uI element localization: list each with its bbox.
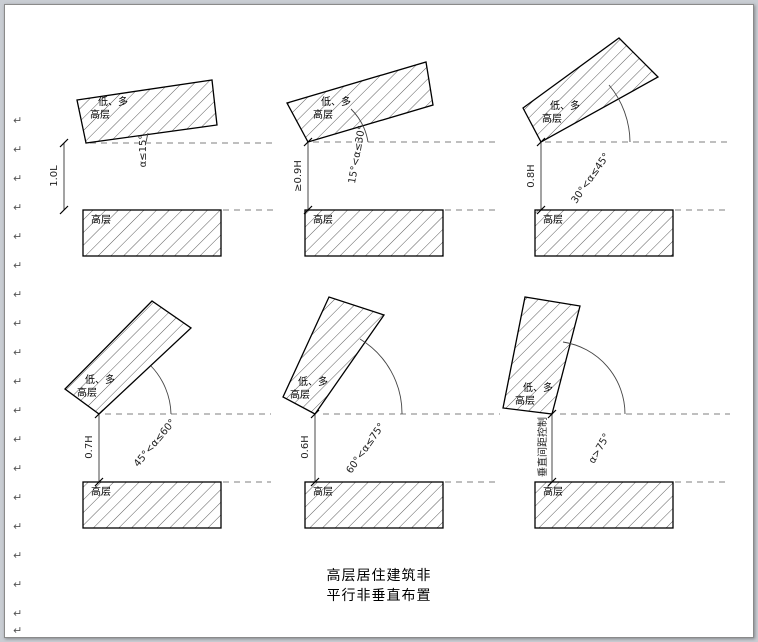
- angle-arc: [350, 108, 369, 143]
- angle-arc: [150, 365, 172, 415]
- base-building: [534, 481, 674, 529]
- paragraph-mark: ↵: [13, 549, 23, 562]
- spacing-label: 垂直间距控制: [536, 417, 549, 477]
- rotated-building: [522, 37, 660, 143]
- base-building: [534, 209, 674, 257]
- dimension-tick: [536, 137, 546, 147]
- base-building-label: 高层: [91, 485, 111, 498]
- spacing-label: 1.0L: [49, 165, 60, 187]
- document-page: ↵ ↵ ↵ ↵ ↵ ↵ ↵ ↵ ↵ ↵ ↵ ↵ ↵ ↵ ↵ ↵ ↵ ↵ ↵ 低、…: [4, 4, 754, 638]
- building-label-2: 高层: [90, 108, 110, 121]
- angle-arc: [359, 338, 403, 415]
- building-label-1: 低、多: [523, 381, 553, 394]
- paragraph-mark: ↵: [13, 624, 23, 637]
- dimension-tick: [310, 409, 320, 419]
- base-building-label: 高层: [91, 213, 111, 226]
- dimension-tick: [303, 205, 313, 215]
- building-label-1: 低、多: [550, 99, 580, 112]
- paragraph-mark: ↵: [13, 491, 23, 504]
- angle-label: 45°<α≤60°: [132, 417, 178, 469]
- paragraph-mark: ↵: [13, 462, 23, 475]
- paragraph-mark: ↵: [13, 375, 23, 388]
- dimension-tick: [310, 477, 320, 487]
- building-label-1: 低、多: [85, 373, 115, 386]
- paragraph-mark: ↵: [13, 114, 23, 127]
- paragraph-mark: ↵: [13, 201, 23, 214]
- angle-arc: [608, 84, 631, 143]
- base-building: [304, 209, 444, 257]
- spacing-label: 0.6H: [300, 435, 311, 458]
- paragraph-mark: ↵: [13, 317, 23, 330]
- angle-arc: [562, 341, 626, 415]
- base-building-label: 高层: [543, 213, 563, 226]
- paragraph-mark: ↵: [13, 172, 23, 185]
- building-label-1: 低、多: [98, 95, 128, 108]
- rotated-building: [286, 61, 434, 143]
- angle-arc: [145, 132, 149, 143]
- paragraph-mark: ↵: [13, 288, 23, 301]
- angle-label: 30°<α≤45°: [570, 151, 613, 205]
- building-label-1: 低、多: [321, 95, 351, 108]
- spacing-label: ≥0.9H: [293, 160, 304, 192]
- paragraph-marks-column: ↵ ↵ ↵ ↵ ↵ ↵ ↵ ↵ ↵ ↵ ↵ ↵ ↵ ↵ ↵ ↵ ↵ ↵ ↵: [13, 5, 27, 637]
- paragraph-mark: ↵: [13, 143, 23, 156]
- base-building: [304, 481, 444, 529]
- rotated-building: [502, 296, 581, 415]
- caption-line-1: 高层居住建筑非: [326, 568, 432, 584]
- paragraph-mark: ↵: [13, 259, 23, 272]
- angle-label: α≤15°: [138, 135, 149, 168]
- dimension-tick: [547, 409, 557, 419]
- paragraph-mark: ↵: [13, 433, 23, 446]
- building-label-2: 高层: [290, 388, 310, 401]
- building-label-2: 高层: [515, 394, 535, 407]
- building-label-1: 低、多: [298, 375, 328, 388]
- paragraph-mark: ↵: [13, 230, 23, 243]
- paragraph-mark: ↵: [13, 520, 23, 533]
- base-building-label: 高层: [543, 485, 563, 498]
- paragraph-mark: ↵: [13, 346, 23, 359]
- angle-label: α>75°: [587, 432, 613, 466]
- paragraph-mark: ↵: [13, 578, 23, 591]
- spacing-label: 0.7H: [84, 435, 95, 458]
- dimension-tick: [94, 409, 104, 419]
- building-label-2: 高层: [542, 112, 562, 125]
- dimension-tick: [303, 137, 313, 147]
- paragraph-mark: ↵: [13, 607, 23, 620]
- building-label-2: 高层: [77, 386, 97, 399]
- building-label-2: 高层: [313, 108, 333, 121]
- rotated-building: [76, 79, 218, 144]
- angle-label: 60°<α≤75°: [345, 421, 388, 475]
- angle-label: 15°<α≤30°: [347, 125, 368, 185]
- dimension-tick: [536, 205, 546, 215]
- base-building-label: 高层: [313, 485, 333, 498]
- caption-line-2: 平行非垂直布置: [326, 588, 432, 604]
- base-building: [82, 481, 222, 529]
- dimension-tick: [547, 477, 557, 487]
- spacing-label: 0.8H: [526, 164, 537, 187]
- dimension-tick: [59, 205, 69, 215]
- base-building: [82, 209, 222, 257]
- dimension-tick: [59, 138, 69, 148]
- base-building-label: 高层: [313, 213, 333, 226]
- paragraph-mark: ↵: [13, 404, 23, 417]
- rotated-building: [64, 300, 193, 415]
- rotated-building: [282, 296, 386, 415]
- dimension-tick: [94, 477, 104, 487]
